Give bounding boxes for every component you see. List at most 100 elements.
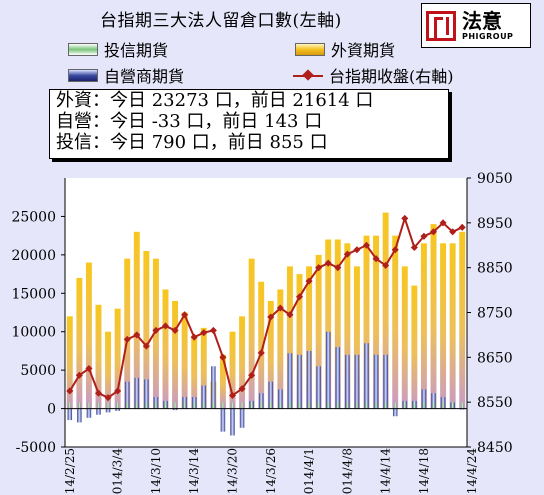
trust-bar [451, 402, 454, 409]
foreign-bar [76, 277, 83, 409]
trust-bar [240, 402, 244, 409]
left-axis-label: 15000 [11, 286, 56, 302]
close-point [133, 331, 141, 339]
plot-area [65, 178, 467, 447]
left-axis-label: -5000 [16, 440, 56, 456]
close-point [152, 326, 160, 334]
date-label: 2014/3/14 [187, 448, 201, 495]
info-foreign: 外資：今日 23273 口，前日 21614 口 [56, 90, 374, 111]
trust-bar [413, 402, 416, 409]
legend-label-trust: 投信期貨 [104, 41, 169, 60]
trust-bar [422, 402, 426, 409]
trust-bar [145, 402, 148, 409]
legend-item-trust: 投信期貨 [68, 37, 168, 61]
trust-bar [221, 402, 225, 409]
trust-bar [202, 402, 205, 409]
close-point [209, 326, 217, 334]
foreign-bar [85, 262, 92, 409]
dealer-bar [211, 366, 216, 409]
date-label: 2014/2/25 [63, 448, 77, 495]
left-axis-label: 5000 [20, 363, 56, 379]
foreign-bar [325, 239, 332, 409]
trust-bar [135, 402, 138, 409]
trust-bar [461, 402, 464, 409]
close-point [295, 293, 304, 301]
dealer-bar [431, 393, 436, 409]
right-axis-label: 8550 [477, 395, 513, 411]
foreign-bar [267, 300, 274, 409]
trust-bar [307, 402, 311, 409]
dealer-bar [239, 408, 245, 428]
close-point [429, 228, 438, 236]
trust-bar [231, 402, 234, 409]
left-axis-label: 20000 [11, 248, 56, 264]
foreign-bar [411, 285, 418, 409]
dealer-bar [172, 408, 178, 411]
dealer-swatch-icon [68, 68, 98, 82]
dealer-bar [287, 353, 293, 409]
dealer-bar [345, 354, 350, 409]
foreign-bar [191, 335, 198, 409]
foreign-bar [248, 258, 255, 409]
foreign-bar [105, 331, 112, 409]
dealer-bar [383, 354, 388, 409]
trust-bar [394, 402, 397, 409]
dealer-bar [220, 408, 226, 432]
position-info-box: 外資：今日 23273 口，前日 21614 口 自營：今日 -33 口，前日 … [49, 89, 449, 159]
trust-bar [173, 402, 177, 409]
legend-item-foreign: 外資期貨 [295, 37, 395, 61]
dealer-bar [67, 408, 73, 421]
trust-bar [441, 402, 445, 409]
foreign-bar [306, 266, 313, 409]
foreign-bar [114, 308, 121, 409]
trust-bar [432, 402, 435, 409]
close-point [401, 214, 409, 222]
foreign-bar [181, 312, 188, 409]
close-point [190, 333, 198, 341]
foreign-bar [296, 274, 303, 409]
foreign-bar [373, 235, 380, 409]
dealer-bar [364, 343, 369, 409]
date-label: 2014/4/8 [340, 448, 354, 495]
close-point [315, 264, 323, 272]
chart-plot: -5000 0 5000 10000 15000 20000 25000 8450 8550 86… [11, 171, 513, 495]
close-point [458, 223, 466, 231]
logo-english-text: PHIGROUP [462, 32, 514, 41]
legend-label-dealer: 自營商期貨 [104, 67, 185, 86]
close-point [219, 353, 227, 361]
close-point [324, 259, 332, 267]
info-dealer: 自營：今日 -33 口，前日 143 口 [56, 111, 323, 132]
close-point [343, 250, 351, 258]
legend-item-dealer: 自營商期貨 [68, 63, 184, 87]
close-point [161, 322, 170, 330]
trust-bar [126, 402, 129, 409]
foreign-bar [162, 289, 169, 409]
foreign-bar [66, 316, 73, 409]
close-point [228, 391, 237, 399]
trust-bar [97, 402, 100, 409]
dealer-bar [335, 347, 341, 409]
foreign-bar [95, 304, 102, 409]
close-point [142, 342, 150, 350]
dealer-bar [268, 381, 274, 409]
foreign-bar [133, 231, 140, 409]
foreign-bar [363, 235, 370, 409]
close-point [267, 313, 275, 321]
date-label: 2014/4/1 [302, 448, 316, 495]
close-point [181, 311, 189, 319]
phigroup-logo-icon [426, 10, 456, 41]
close-point [362, 241, 371, 249]
foreign-bar [258, 281, 265, 409]
dealer-bar [278, 389, 283, 409]
legend-label-close: 台指期收盤(右軸) [329, 67, 454, 86]
date-label: 2014/4/18 [417, 448, 431, 495]
info-trust: 投信：今日 790 口，前日 855 口 [56, 132, 328, 153]
dealer-bar [77, 408, 82, 423]
left-axis-label: 25000 [11, 209, 56, 225]
foreign-bar [229, 331, 236, 409]
trust-bar [374, 402, 378, 409]
close-point [372, 255, 380, 263]
trust-bar [106, 402, 110, 409]
trust-bar [87, 402, 91, 409]
